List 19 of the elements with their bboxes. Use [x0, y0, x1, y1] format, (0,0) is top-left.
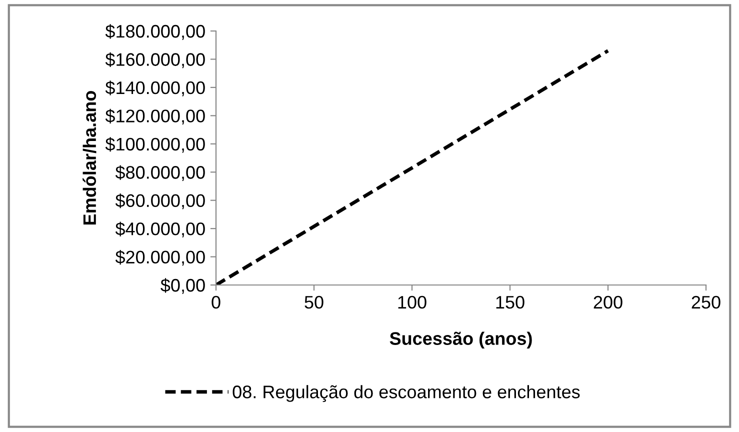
x-tick-label: 50 [304, 296, 324, 309]
x-tick-label: 0 [212, 296, 220, 309]
y-tick-label: $120.000,00 [105, 108, 205, 125]
y-axis-title: Emdólar/ha.ano [82, 90, 96, 225]
y-tick-label: $80.000,00 [115, 165, 205, 181]
y-tick-label: $160.000,00 [105, 52, 205, 68]
x-tick-label: 150 [496, 296, 524, 309]
y-tick-label: $60.000,00 [115, 194, 205, 210]
y-tick-label: $20.000,00 [115, 250, 205, 266]
x-axis-title: Sucessão (anos) [390, 332, 532, 349]
legend-label: 08. Regulação do escoamento e enchentes [232, 385, 580, 402]
y-tick-label: $40.000,00 [115, 222, 205, 238]
y-tick-label: $180.000,00 [105, 24, 205, 40]
y-tick-label: $100.000,00 [105, 137, 205, 153]
x-tick-label: 200 [594, 296, 622, 309]
x-tick-label: 100 [398, 296, 426, 309]
y-tick-label: $0,00 [160, 278, 205, 294]
y-tick-label: $140.000,00 [105, 80, 205, 96]
x-tick-label: 250 [692, 296, 720, 309]
